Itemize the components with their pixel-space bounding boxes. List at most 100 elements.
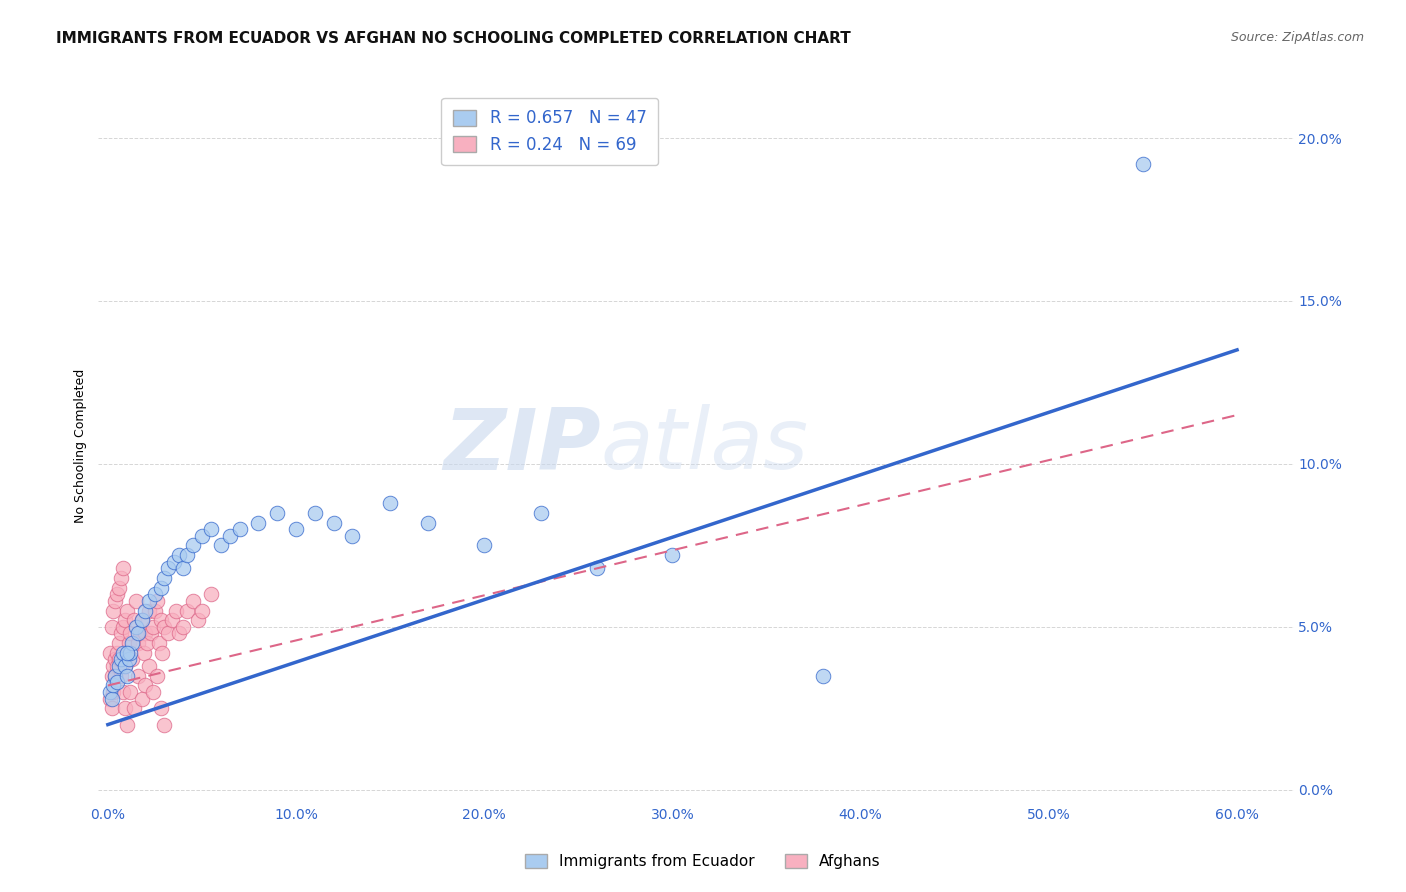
Point xyxy=(104,652,127,666)
Point xyxy=(181,538,204,552)
Point xyxy=(134,678,156,692)
Point xyxy=(143,603,166,617)
Point xyxy=(138,659,160,673)
Point xyxy=(138,603,160,617)
Point xyxy=(172,620,194,634)
Point xyxy=(165,603,187,617)
Point xyxy=(148,636,170,650)
Y-axis label: No Schooling Completed: No Schooling Completed xyxy=(75,369,87,523)
Text: Source: ZipAtlas.com: Source: ZipAtlas.com xyxy=(1230,31,1364,45)
Point xyxy=(176,603,198,617)
Point xyxy=(105,646,128,660)
Point xyxy=(121,652,143,666)
Point xyxy=(103,603,125,617)
Point xyxy=(100,669,122,683)
Point xyxy=(472,538,495,552)
Legend: R = 0.657   N = 47, R = 0.24   N = 69: R = 0.657 N = 47, R = 0.24 N = 69 xyxy=(441,97,658,165)
Point xyxy=(169,626,191,640)
Point xyxy=(811,669,834,683)
Point xyxy=(266,506,288,520)
Point xyxy=(110,626,132,640)
Point xyxy=(105,659,128,673)
Point xyxy=(200,522,222,536)
Point xyxy=(530,506,553,520)
Point xyxy=(125,620,148,634)
Point xyxy=(134,626,156,640)
Point xyxy=(111,685,134,699)
Point xyxy=(103,659,125,673)
Point xyxy=(100,691,122,706)
Point xyxy=(153,571,176,585)
Point xyxy=(105,587,128,601)
Point xyxy=(153,620,176,634)
Point xyxy=(111,561,134,575)
Point xyxy=(100,701,122,715)
Point xyxy=(322,516,344,530)
Point xyxy=(108,636,131,650)
Point xyxy=(98,646,121,660)
Point xyxy=(114,659,136,673)
Point xyxy=(138,594,160,608)
Point xyxy=(110,652,132,666)
Point xyxy=(111,620,134,634)
Point xyxy=(125,594,148,608)
Text: IMMIGRANTS FROM ECUADOR VS AFGHAN NO SCHOOLING COMPLETED CORRELATION CHART: IMMIGRANTS FROM ECUADOR VS AFGHAN NO SCH… xyxy=(56,31,851,46)
Point xyxy=(149,701,172,715)
Point xyxy=(108,652,131,666)
Point xyxy=(157,626,180,640)
Point xyxy=(586,561,609,575)
Legend: Immigrants from Ecuador, Afghans: Immigrants from Ecuador, Afghans xyxy=(519,847,887,875)
Point xyxy=(163,555,186,569)
Point xyxy=(219,528,242,542)
Point xyxy=(1132,157,1154,171)
Point xyxy=(136,636,159,650)
Point xyxy=(142,685,165,699)
Point xyxy=(108,659,131,673)
Text: ZIP: ZIP xyxy=(443,404,600,488)
Point xyxy=(120,685,142,699)
Point xyxy=(342,528,364,542)
Point xyxy=(131,691,153,706)
Point xyxy=(115,669,138,683)
Point xyxy=(115,603,138,617)
Point xyxy=(120,626,142,640)
Point xyxy=(103,678,125,692)
Point xyxy=(104,594,127,608)
Point xyxy=(121,636,143,650)
Point xyxy=(127,626,149,640)
Point xyxy=(191,603,214,617)
Point xyxy=(122,613,145,627)
Point xyxy=(145,669,167,683)
Point xyxy=(108,581,131,595)
Point xyxy=(160,613,183,627)
Point xyxy=(142,620,165,634)
Point xyxy=(149,581,172,595)
Point xyxy=(100,620,122,634)
Point xyxy=(111,646,134,660)
Point xyxy=(131,613,153,627)
Point xyxy=(661,548,683,562)
Point xyxy=(378,496,401,510)
Point xyxy=(104,669,127,683)
Point xyxy=(115,717,138,731)
Point xyxy=(103,685,125,699)
Point xyxy=(143,587,166,601)
Point xyxy=(115,646,138,660)
Point xyxy=(98,685,121,699)
Point xyxy=(139,626,162,640)
Point xyxy=(172,561,194,575)
Point xyxy=(285,522,308,536)
Point xyxy=(127,636,149,650)
Point xyxy=(114,701,136,715)
Point xyxy=(114,613,136,627)
Point xyxy=(105,675,128,690)
Point xyxy=(110,669,132,683)
Point xyxy=(127,669,149,683)
Point xyxy=(200,587,222,601)
Point xyxy=(98,691,121,706)
Point xyxy=(120,646,142,660)
Point xyxy=(152,646,174,660)
Point xyxy=(134,603,156,617)
Point xyxy=(117,636,139,650)
Point xyxy=(181,594,204,608)
